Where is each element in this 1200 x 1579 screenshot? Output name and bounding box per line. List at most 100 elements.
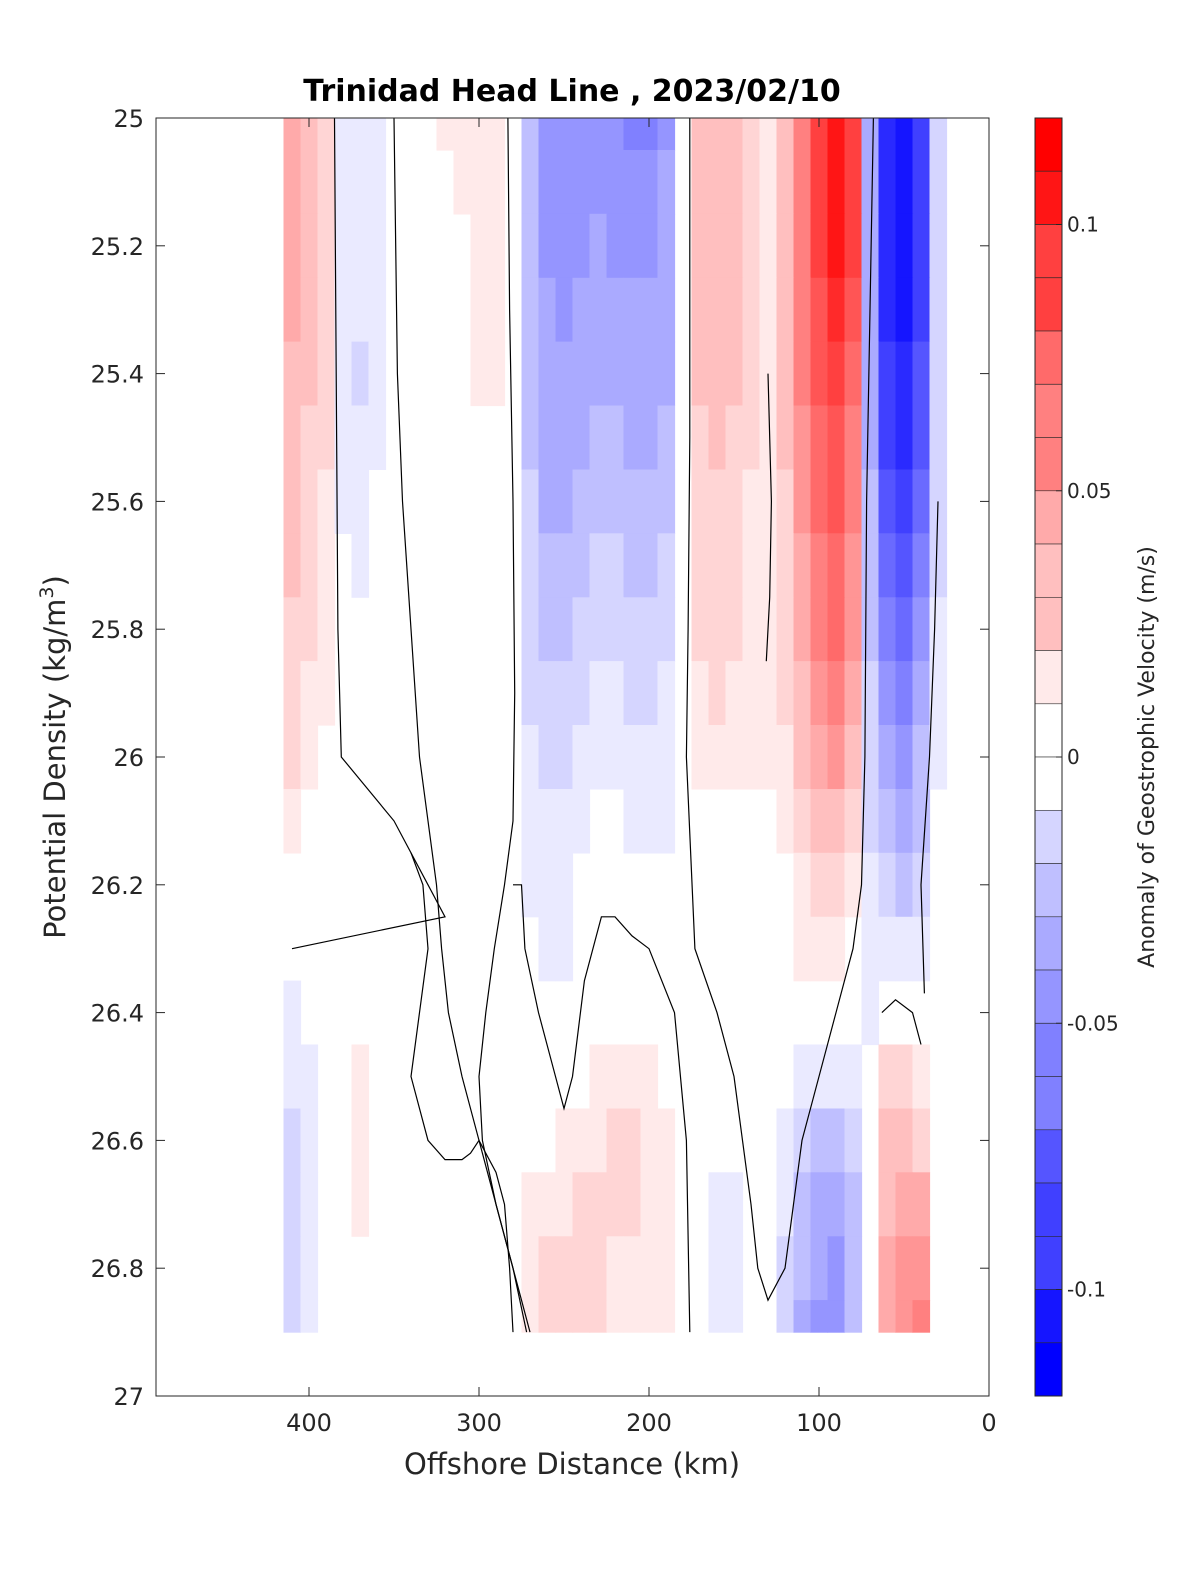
heatmap-cell <box>538 533 557 598</box>
heatmap-cell <box>929 118 948 151</box>
heatmap-cell <box>640 661 659 726</box>
heatmap-cell <box>606 1044 625 1109</box>
colorbar-segment <box>1034 1022 1063 1077</box>
heatmap-cell <box>708 150 727 215</box>
heatmap-cell <box>895 1108 914 1173</box>
heatmap-cell <box>759 469 778 534</box>
heatmap-cell <box>708 469 727 534</box>
heatmap-cell <box>725 150 744 215</box>
zero-contour-line <box>291 117 446 950</box>
heatmap-cell <box>555 118 574 151</box>
heatmap-cell <box>895 597 914 662</box>
heatmap-cell <box>793 1236 812 1301</box>
heatmap-cell <box>606 1300 625 1333</box>
heatmap-cell <box>725 469 744 534</box>
heatmap-cell <box>844 852 863 918</box>
heatmap-cell <box>929 213 948 279</box>
heatmap-cell <box>334 341 353 407</box>
heatmap-cell <box>742 150 761 215</box>
heatmap-cell <box>657 1108 676 1173</box>
heatmap-cell <box>640 213 659 279</box>
heatmap-cell <box>555 1300 574 1333</box>
heatmap-cell <box>878 1236 897 1301</box>
colorbar-segment <box>1034 916 1063 971</box>
heatmap-cell <box>861 118 880 151</box>
x-tick-label: 100 <box>796 1409 842 1437</box>
heatmap-cell <box>895 661 914 726</box>
heatmap-cell <box>589 661 608 726</box>
heatmap-cell <box>640 1044 659 1109</box>
heatmap-cell <box>912 725 931 790</box>
contour-line <box>513 884 691 1333</box>
heatmap-cell <box>776 1300 795 1333</box>
colorbar-segment <box>1034 437 1063 492</box>
colorbar-segment <box>1034 703 1063 758</box>
heatmap-cell <box>283 789 302 854</box>
colorbar-segment <box>1034 1236 1063 1290</box>
heatmap-cell <box>912 277 931 343</box>
heatmap-cell <box>368 405 387 470</box>
heatmap-cell <box>555 277 574 343</box>
heatmap-cell <box>912 1108 931 1173</box>
heatmap-cell <box>606 1108 625 1173</box>
heatmap-cell <box>861 533 880 598</box>
x-tick-label: 0 <box>981 1409 996 1437</box>
heatmap-cell <box>657 469 676 534</box>
colorbar-segment <box>1034 490 1063 545</box>
heatmap-cell <box>606 1236 625 1301</box>
heatmap-cell <box>640 118 659 151</box>
heatmap-cell <box>283 341 302 407</box>
heatmap-cell <box>521 597 540 662</box>
x-tick-label: 400 <box>286 1409 332 1437</box>
heatmap-cell <box>521 405 540 470</box>
heatmap-cell <box>623 1172 642 1237</box>
heatmap-cell <box>521 277 540 343</box>
heatmap-cell <box>793 1300 812 1333</box>
heatmap-cell <box>827 852 846 918</box>
heatmap-cell <box>793 469 812 534</box>
heatmap-cell <box>368 341 387 407</box>
heatmap-cell <box>453 118 472 151</box>
heatmap-cell <box>776 597 795 662</box>
y-tick-label: 26.2 <box>91 872 144 900</box>
heatmap-cell <box>640 150 659 215</box>
heatmap-cell <box>623 1044 642 1109</box>
y-tick-label: 25 <box>113 105 144 133</box>
heatmap-cell <box>776 789 795 854</box>
heatmap-cell <box>844 469 863 534</box>
heatmap-cell <box>657 341 676 407</box>
heatmap-cell <box>521 852 540 918</box>
heatmap-cell <box>640 341 659 407</box>
heatmap-cell <box>725 533 744 598</box>
heatmap-cell <box>742 277 761 343</box>
heatmap-cell <box>708 1172 727 1237</box>
heatmap-cell <box>895 1236 914 1301</box>
heatmap-cell <box>538 469 557 534</box>
colorbar-segment <box>1034 809 1063 864</box>
heatmap-cell <box>861 213 880 279</box>
heatmap-cell <box>878 1108 897 1173</box>
heatmap-cell <box>657 1172 676 1237</box>
heatmap-cell <box>623 405 642 470</box>
heatmap-cell <box>878 725 897 790</box>
heatmap-cell <box>895 916 914 982</box>
colorbar-tick-label: 0.05 <box>1067 479 1112 503</box>
heatmap-cell <box>725 1236 744 1301</box>
heatmap-cell <box>657 597 676 662</box>
heatmap-cell <box>470 341 489 407</box>
heatmap-cell <box>742 661 761 726</box>
heatmap-cell <box>589 341 608 407</box>
heatmap-cell <box>776 277 795 343</box>
heatmap-cell <box>555 789 574 854</box>
heatmap-cell <box>606 469 625 534</box>
heatmap-cell <box>351 469 370 534</box>
heatmap-cell <box>300 661 319 726</box>
heatmap-cell <box>844 150 863 215</box>
heatmap-cell <box>623 789 642 854</box>
heatmap-cell <box>810 916 829 982</box>
heatmap-cell <box>606 661 625 726</box>
heatmap-cell <box>793 341 812 407</box>
heatmap-cell <box>283 725 302 790</box>
heatmap-cell <box>827 725 846 790</box>
heatmap-cell <box>912 118 931 151</box>
